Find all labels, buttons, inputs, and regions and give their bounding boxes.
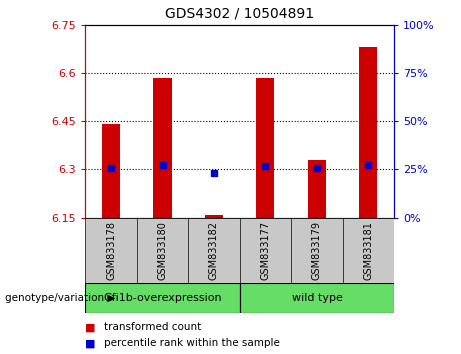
Bar bbox=[154, 78, 171, 218]
Text: GSM833179: GSM833179 bbox=[312, 221, 322, 280]
Bar bbox=[85, 283, 240, 313]
Text: Gfi1b-overexpression: Gfi1b-overexpression bbox=[103, 293, 222, 303]
Bar bbox=[256, 78, 274, 218]
Bar bbox=[240, 283, 394, 313]
Text: transformed count: transformed count bbox=[104, 322, 201, 332]
Bar bbox=[205, 215, 223, 218]
Text: ■: ■ bbox=[85, 338, 99, 348]
Text: ■: ■ bbox=[85, 322, 99, 332]
Text: GSM833178: GSM833178 bbox=[106, 221, 116, 280]
Text: GSM833181: GSM833181 bbox=[363, 221, 373, 280]
Text: genotype/variation ▶: genotype/variation ▶ bbox=[5, 293, 115, 303]
Text: GSM833180: GSM833180 bbox=[158, 221, 167, 280]
Title: GDS4302 / 10504891: GDS4302 / 10504891 bbox=[165, 7, 314, 21]
Text: wild type: wild type bbox=[291, 293, 343, 303]
Bar bbox=[102, 125, 120, 218]
Text: percentile rank within the sample: percentile rank within the sample bbox=[104, 338, 280, 348]
Bar bbox=[308, 160, 326, 218]
Bar bbox=[360, 47, 378, 218]
Text: GSM833182: GSM833182 bbox=[209, 221, 219, 280]
Text: GSM833177: GSM833177 bbox=[260, 221, 271, 280]
